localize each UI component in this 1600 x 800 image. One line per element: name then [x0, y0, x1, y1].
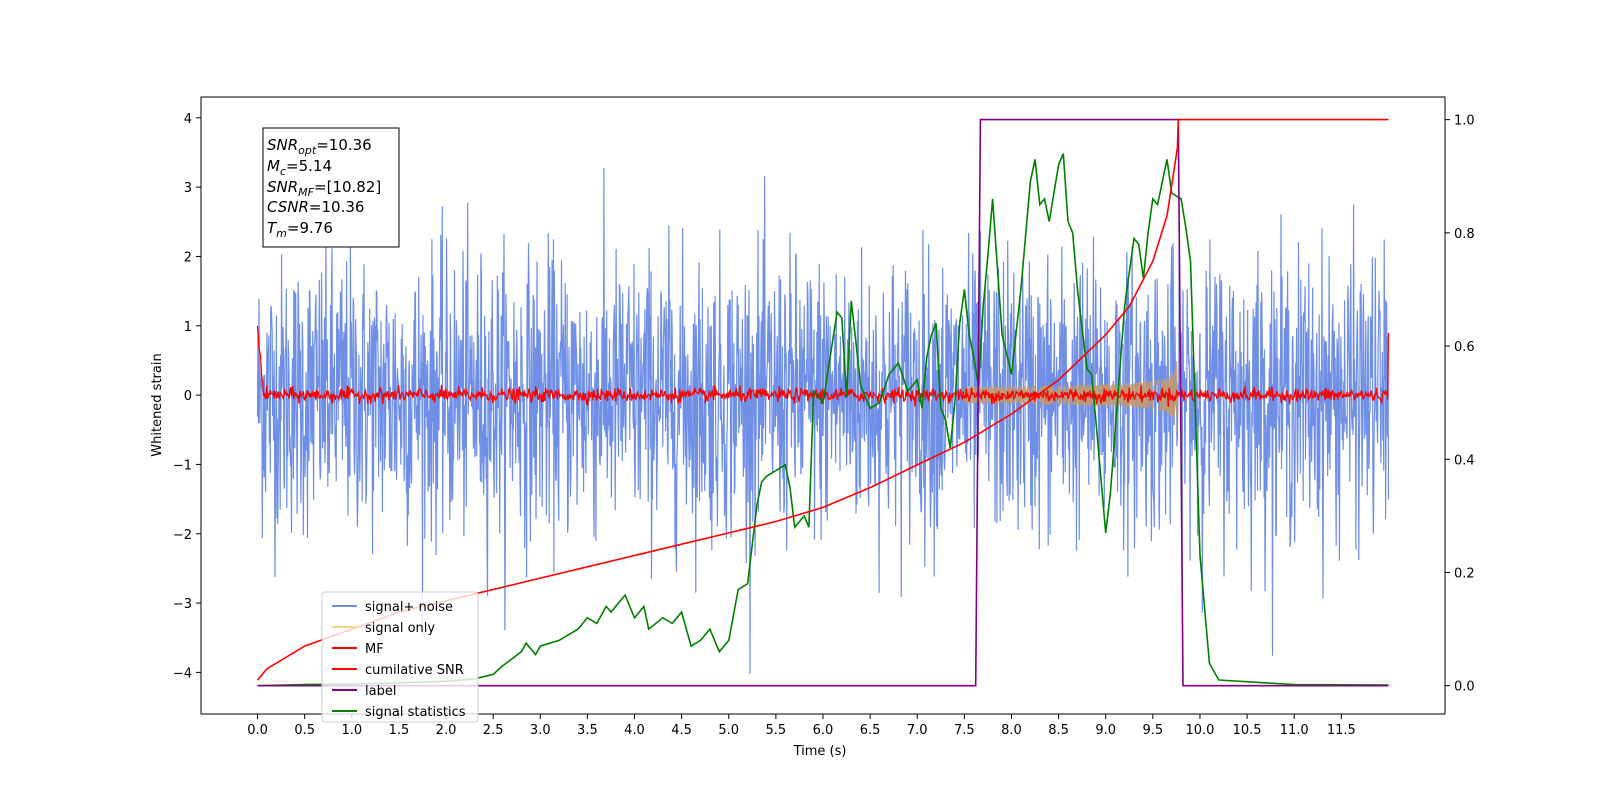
series-mf	[256, 325, 1390, 407]
legend-entry-label: signal only	[365, 621, 435, 636]
y-left-tick-label: −1	[173, 458, 192, 473]
legend-entry-label: signal statistics	[365, 705, 466, 720]
x-tick-label: 1.0	[341, 723, 362, 738]
x-tick-label: 5.5	[766, 723, 787, 738]
x-tick-label: 0.0	[247, 723, 268, 738]
y-axis-label: Whitened strain	[150, 353, 165, 456]
y-left-tick-label: 3	[184, 181, 192, 196]
x-tick-label: 3.0	[530, 723, 551, 738]
y-left-tick-label: 4	[184, 112, 192, 127]
y-right-tick-label: 0.0	[1454, 680, 1475, 695]
legend-frame	[321, 591, 479, 723]
y-left-tick-label: −2	[173, 528, 192, 543]
x-tick-label: 9.0	[1095, 723, 1116, 738]
y-left-tick-label: −4	[173, 666, 192, 681]
y-axis-right-ticks: 1.0 0.8 0.6 0.4 0.2 0.0	[1445, 114, 1475, 695]
y-right-tick-label: 0.4	[1454, 453, 1475, 468]
info-box: SNRopt=10.36 Mc=5.14 SNRMF=[10.82] CSNR=…	[262, 127, 400, 248]
x-tick-label: 7.0	[907, 723, 928, 738]
y-left-tick-label: −3	[173, 597, 192, 612]
legend-entry-label: signal+ noise	[365, 600, 453, 615]
x-tick-label: 11.5	[1327, 723, 1356, 738]
series-signal-statistics	[257, 153, 1389, 687]
x-tick-label: 7.5	[954, 723, 975, 738]
x-tick-label: 8.5	[1048, 723, 1069, 738]
x-tick-label: 2.0	[436, 723, 457, 738]
y-axis-left-ticks: 4 3 2 1 0 −1 −2 −3 −4	[173, 112, 201, 681]
y-right-tick-label: 0.8	[1454, 227, 1475, 242]
x-tick-label: 10.5	[1233, 723, 1262, 738]
x-tick-label: 6.0	[813, 723, 834, 738]
legend-entry-label: cumilative SNR	[365, 663, 464, 678]
x-tick-label: 11.0	[1280, 723, 1309, 738]
y-left-tick-label: 1	[184, 320, 192, 335]
y-left-tick-label: 0	[184, 389, 192, 404]
x-tick-label: 5.0	[718, 723, 739, 738]
x-tick-label: 1.5	[389, 723, 410, 738]
y-right-tick-label: 0.2	[1454, 566, 1475, 581]
x-axis-ticks: 0.0 0.5 1.0 1.5 2.0 2.5 3.0 3.5 4.0 4.5 5.0 5.5 6.0 6…	[247, 714, 1356, 738]
info-snr-mf: SNRMF=[10.82]	[267, 178, 381, 199]
x-tick-label: 6.5	[860, 723, 881, 738]
y-right-tick-label: 0.6	[1454, 340, 1475, 355]
legend-entry-label: MF	[365, 642, 384, 657]
plot-area	[256, 118, 1390, 687]
info-box-frame	[262, 127, 400, 248]
info-csnr: CSNR=10.36	[267, 198, 364, 216]
legend: signal+ noise signal only MF cumilative SNR…	[321, 591, 479, 723]
info-merger-time: Tm=9.76	[267, 219, 333, 240]
info-snr-opt: SNRopt=10.36	[267, 136, 372, 157]
x-tick-label: 3.5	[577, 723, 598, 738]
x-tick-label: 9.5	[1143, 723, 1164, 738]
legend-entry-label: label	[365, 684, 396, 699]
info-chirp-mass: Mc=5.14	[267, 157, 332, 178]
x-tick-label: 4.5	[671, 723, 692, 738]
x-tick-label: 10.0	[1185, 723, 1214, 738]
series-signal-noise	[256, 168, 1390, 674]
x-tick-label: 0.5	[294, 723, 315, 738]
x-tick-label: 4.0	[624, 723, 645, 738]
series-label	[257, 118, 1389, 687]
x-tick-label: 2.5	[483, 723, 504, 738]
y-left-tick-label: 2	[184, 250, 192, 265]
x-axis-label: Time (s)	[793, 744, 847, 759]
y-right-tick-label: 1.0	[1454, 114, 1475, 129]
x-tick-label: 8.0	[1001, 723, 1022, 738]
